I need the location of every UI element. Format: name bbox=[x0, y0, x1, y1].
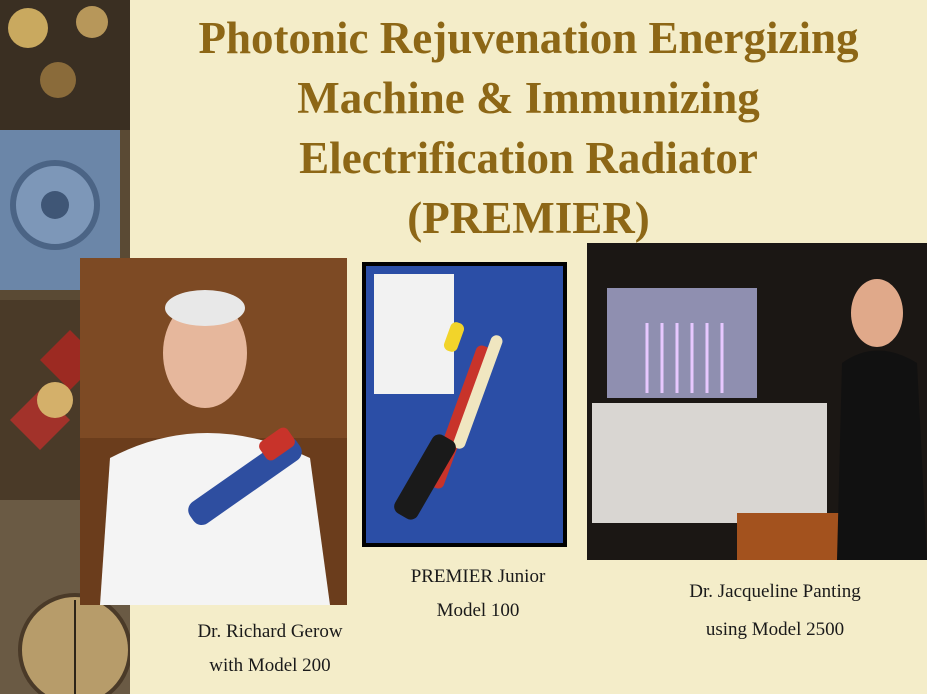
caption: with Model 200 bbox=[150, 649, 390, 683]
photo bbox=[80, 258, 347, 605]
photo bbox=[362, 262, 567, 547]
caption: using Model 2500 bbox=[640, 613, 910, 647]
caption: Dr. Richard Gerow bbox=[150, 615, 390, 649]
caption: PREMIER Junior bbox=[358, 560, 598, 594]
caption: Dr. Jacqueline Panting bbox=[640, 575, 910, 609]
title-line: Machine & Immunizing bbox=[130, 68, 927, 128]
caption: Model 100 bbox=[358, 594, 598, 628]
title-line: (PREMIER) bbox=[130, 188, 927, 248]
title-line: Photonic Rejuvenation Energizing bbox=[130, 8, 927, 68]
title-line: Electrification Radiator bbox=[130, 128, 927, 188]
slide: Photonic Rejuvenation Energizing Machine… bbox=[0, 0, 927, 694]
photo bbox=[587, 243, 927, 560]
